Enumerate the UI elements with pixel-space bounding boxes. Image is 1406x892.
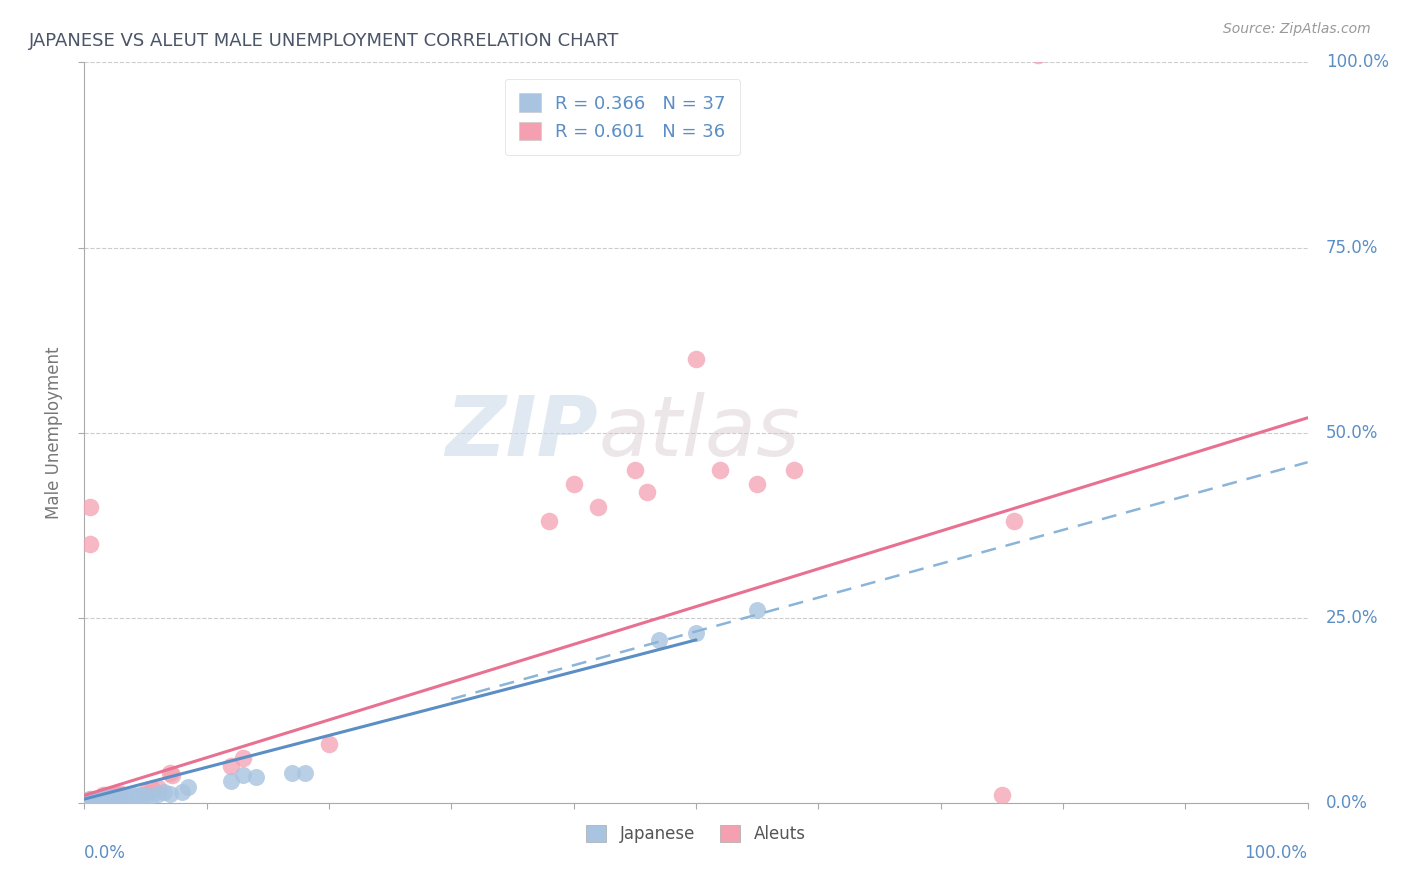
Text: atlas: atlas: [598, 392, 800, 473]
Point: [103, 789, 125, 803]
Point: [991, 789, 1014, 803]
Point: [122, 789, 145, 803]
Point: [685, 625, 707, 640]
Point: [636, 484, 658, 499]
Point: [685, 351, 707, 366]
Point: [83, 792, 105, 806]
Text: 0.0%: 0.0%: [84, 844, 127, 862]
Point: [135, 785, 157, 799]
Point: [115, 790, 138, 805]
Point: [100, 790, 122, 805]
Point: [232, 751, 254, 765]
Point: [538, 515, 561, 529]
Point: [1028, 48, 1050, 62]
Point: [103, 790, 125, 805]
Point: [79, 792, 101, 806]
Point: [245, 770, 267, 784]
Text: ZIP: ZIP: [446, 392, 598, 473]
Point: [153, 785, 176, 799]
Point: [79, 536, 101, 550]
Point: [783, 462, 806, 476]
Text: Source: ZipAtlas.com: Source: ZipAtlas.com: [1223, 22, 1371, 37]
Point: [86, 792, 108, 806]
Point: [128, 789, 150, 803]
Point: [219, 773, 242, 788]
Point: [141, 782, 163, 797]
Point: [1002, 515, 1025, 529]
Point: [162, 767, 184, 781]
Text: 100.0%: 100.0%: [1244, 844, 1308, 862]
Point: [110, 790, 132, 805]
Text: 75.0%: 75.0%: [1326, 238, 1378, 257]
Point: [648, 632, 671, 647]
Point: [281, 766, 304, 780]
Point: [159, 787, 181, 801]
Point: [294, 766, 316, 780]
Point: [97, 789, 120, 804]
Point: [112, 792, 135, 806]
Point: [141, 789, 163, 803]
Point: [146, 780, 169, 795]
Legend: Japanese, Aleuts: Japanese, Aleuts: [579, 819, 813, 850]
Point: [586, 500, 609, 514]
Text: 25.0%: 25.0%: [1326, 608, 1378, 627]
Y-axis label: Male Unemployment: Male Unemployment: [45, 346, 63, 519]
Point: [93, 789, 115, 804]
Point: [90, 790, 112, 805]
Point: [86, 796, 108, 810]
Point: [107, 792, 129, 806]
Text: 50.0%: 50.0%: [1326, 424, 1378, 442]
Point: [120, 789, 142, 804]
Point: [219, 758, 242, 772]
Point: [87, 792, 110, 806]
Point: [93, 792, 115, 806]
Point: [79, 500, 101, 514]
Point: [90, 792, 112, 806]
Point: [96, 790, 118, 805]
Point: [177, 780, 200, 794]
Point: [104, 787, 127, 801]
Point: [97, 792, 120, 806]
Point: [709, 462, 731, 476]
Text: 100.0%: 100.0%: [1326, 54, 1389, 71]
Point: [624, 462, 647, 476]
Point: [125, 789, 148, 804]
Point: [83, 792, 105, 806]
Text: JAPANESE VS ALEUT MALE UNEMPLOYMENT CORRELATION CHART: JAPANESE VS ALEUT MALE UNEMPLOYMENT CORR…: [30, 32, 620, 50]
Point: [107, 789, 129, 803]
Point: [87, 790, 110, 805]
Point: [172, 785, 194, 799]
Point: [100, 789, 122, 803]
Point: [232, 767, 254, 781]
Point: [132, 789, 155, 803]
Point: [96, 789, 118, 803]
Point: [562, 477, 585, 491]
Point: [110, 787, 132, 801]
Point: [135, 789, 157, 804]
Point: [117, 789, 139, 804]
Text: 0.0%: 0.0%: [1326, 794, 1368, 812]
Point: [747, 477, 769, 491]
Point: [318, 737, 340, 751]
Point: [104, 792, 127, 806]
Point: [91, 789, 114, 803]
Point: [91, 789, 114, 804]
Point: [159, 766, 181, 780]
Point: [146, 787, 169, 801]
Point: [79, 792, 101, 806]
Point: [747, 603, 769, 617]
